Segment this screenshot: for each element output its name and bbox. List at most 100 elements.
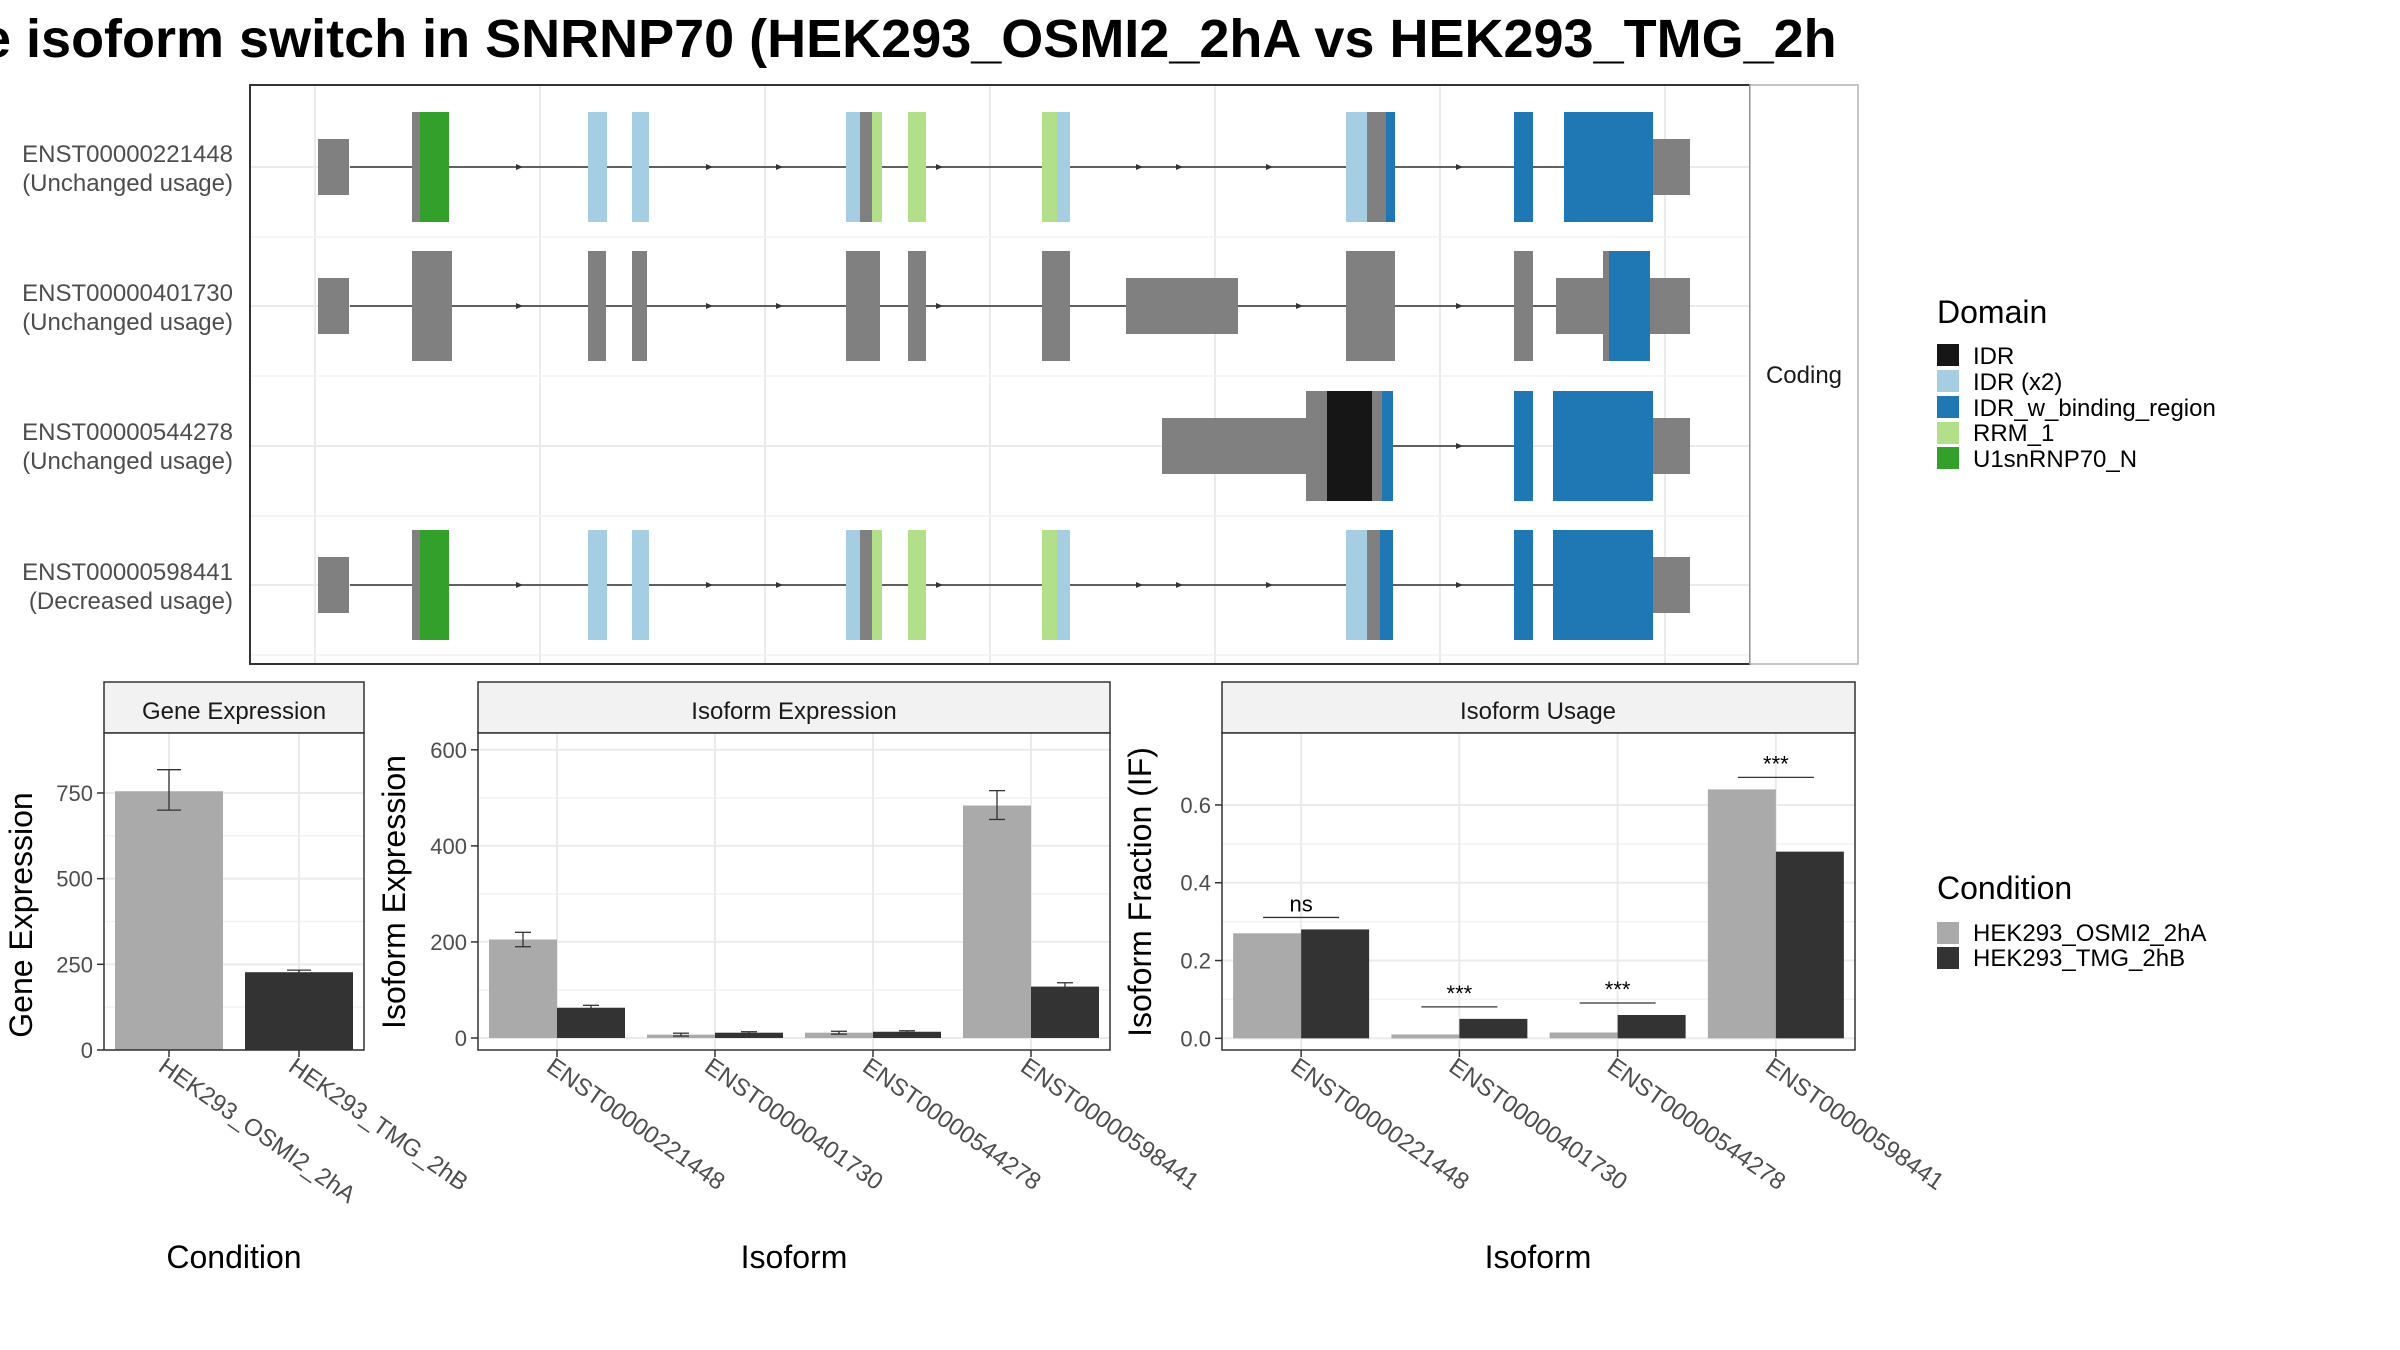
intron-direction-arrow: [1456, 443, 1463, 449]
exon-domain-idr-w-binding-region: [1380, 530, 1393, 640]
exon-block: [632, 251, 647, 361]
exon-domain-idr: [1327, 391, 1372, 501]
significance-label: ***: [1763, 751, 1789, 776]
legend-label-osmi2: HEK293_OSMI2_2hA: [1973, 920, 2206, 947]
plot-title: e isoform switch in SNRNP70 (HEK293_OSMI…: [0, 4, 1876, 74]
exon-block: [318, 278, 349, 334]
panel-strip: [103, 681, 365, 734]
y-tick-label: 0.0: [1180, 1026, 1211, 1051]
panel-strip: [477, 681, 1111, 734]
intron-direction-arrow: [516, 303, 523, 309]
intron-direction-arrow: [1136, 582, 1143, 588]
intron-direction-arrow: [776, 582, 783, 588]
bar: [805, 1032, 873, 1038]
y-tick-label: 250: [56, 952, 93, 977]
legend-label-rrm1: RRM_1: [1973, 420, 2054, 447]
y-tick-label: 500: [56, 867, 93, 892]
exon-domain-idr-x2: [846, 112, 860, 222]
exon-block: [1162, 418, 1306, 474]
bar: [115, 791, 223, 1050]
isoform-expression-panel-title: Isoform Expression: [691, 698, 896, 725]
legend-label-u1snrnp70: U1snRNP70_N: [1973, 446, 2137, 473]
exon-block: [1514, 251, 1533, 361]
exon-domain-rrm-1: [1042, 112, 1057, 222]
exon-domain-idr-x2: [632, 112, 649, 222]
gene-expression-xlabel: Condition: [166, 1239, 301, 1275]
exon-block: [1042, 251, 1070, 361]
exon-block: [412, 530, 420, 640]
gene-expression-panel-title: Gene Expression: [142, 698, 326, 725]
transcript-label-3: ENST00000544278 (Unchanged usage): [22, 419, 233, 475]
domain-legend-title: Domain: [1937, 294, 2047, 330]
intron-direction-arrow: [1456, 164, 1463, 170]
y-tick-label: 0.6: [1180, 793, 1211, 818]
bar: [1775, 851, 1844, 1039]
transcript-label-4: ENST00000598441 (Decreased usage): [22, 559, 233, 615]
exon-block: [318, 557, 349, 613]
exon-domain-rrm-1: [1042, 530, 1057, 640]
exon-domain-idr-x2: [1346, 530, 1367, 640]
exon-domain-rrm-1: [908, 112, 926, 222]
exon-block: [588, 251, 606, 361]
exon-domain-idr-w-binding-region: [1514, 391, 1533, 501]
exon-block: [1650, 278, 1690, 334]
bar: [1617, 1014, 1686, 1039]
condition-legend: Condition HEK293_OSMI2_2hA HEK293_TMG_2h…: [1937, 870, 2206, 972]
intron-direction-arrow: [776, 303, 783, 309]
bar: [1031, 986, 1099, 1038]
intron-direction-arrow: [1136, 164, 1143, 170]
structure-strip-label: Coding: [1766, 362, 1842, 389]
legend-key-idr: [1937, 344, 1959, 366]
gene-expression-ylabel: Gene Expression: [3, 792, 39, 1037]
structure-panel: Coding ENST00000221448 (Unchanged usage)…: [22, 84, 1859, 665]
intron-direction-arrow: [1296, 303, 1303, 309]
exon-domain-idr-x2: [846, 530, 860, 640]
bar: [715, 1032, 783, 1038]
condition-legend-title: Condition: [1937, 870, 2072, 906]
intron-direction-arrow: [776, 164, 783, 170]
legend-key-idr-x2: [1937, 370, 1959, 392]
intron-direction-arrow: [1266, 582, 1273, 588]
intron-direction-arrow: [1456, 303, 1463, 309]
exon-domain-idr-w-binding-region: [1553, 391, 1653, 501]
legend-label-idr-binding: IDR_w_binding_region: [1973, 395, 2216, 422]
exon-block: [1603, 251, 1609, 361]
bar: [1707, 789, 1776, 1039]
legend-label-idr-x2: IDR (x2): [1973, 369, 2062, 396]
transcript-usage-1: (Unchanged usage): [22, 170, 233, 197]
bar: [963, 805, 1031, 1038]
exon-domain-idr-w-binding-region: [1382, 391, 1393, 501]
isoform-expression-xlabel: Isoform: [741, 1239, 848, 1275]
structure-plot-area: [249, 84, 1751, 665]
exon-block: [908, 251, 926, 361]
intron-direction-arrow: [936, 303, 943, 309]
structure-strip: [1749, 84, 1859, 665]
panel-strip: [1221, 681, 1856, 734]
y-tick-label: 600: [430, 738, 467, 763]
y-tick-label: 0: [455, 1026, 467, 1051]
bar: [1391, 1034, 1460, 1039]
intron-direction-arrow: [516, 164, 523, 170]
domain-legend: Domain IDR IDR (x2) IDR_w_binding_region…: [1937, 294, 2216, 473]
exon-domain-idr-w-binding-region: [1514, 530, 1533, 640]
exon-domain-idr-x2: [632, 530, 649, 640]
legend-key-osmi2: [1937, 922, 1959, 944]
isoform-usage-panel-title: Isoform Usage: [1460, 698, 1616, 725]
panel-border: [477, 732, 1111, 1051]
exon-block: [1556, 278, 1603, 334]
bar: [1301, 929, 1370, 1039]
y-tick-label: 0.2: [1180, 949, 1211, 974]
significance-label: ns: [1290, 891, 1313, 916]
isoform-expression-ylabel: Isoform Expression: [376, 755, 412, 1029]
bar: [1233, 933, 1302, 1039]
exon-block: [1372, 391, 1382, 501]
legend-key-u1snrnp70: [1937, 447, 1959, 469]
exon-block: [1653, 418, 1690, 474]
exon-domain-rrm-1: [872, 112, 882, 222]
exon-domain-idr-w-binding-region: [1514, 112, 1533, 222]
plot-title-text: e isoform switch in SNRNP70 (HEK293_OSMI…: [0, 9, 1837, 69]
exon-domain-idr-w-binding-region: [1609, 251, 1650, 361]
bar: [873, 1031, 941, 1038]
exon-domain-idr-x2: [588, 112, 607, 222]
